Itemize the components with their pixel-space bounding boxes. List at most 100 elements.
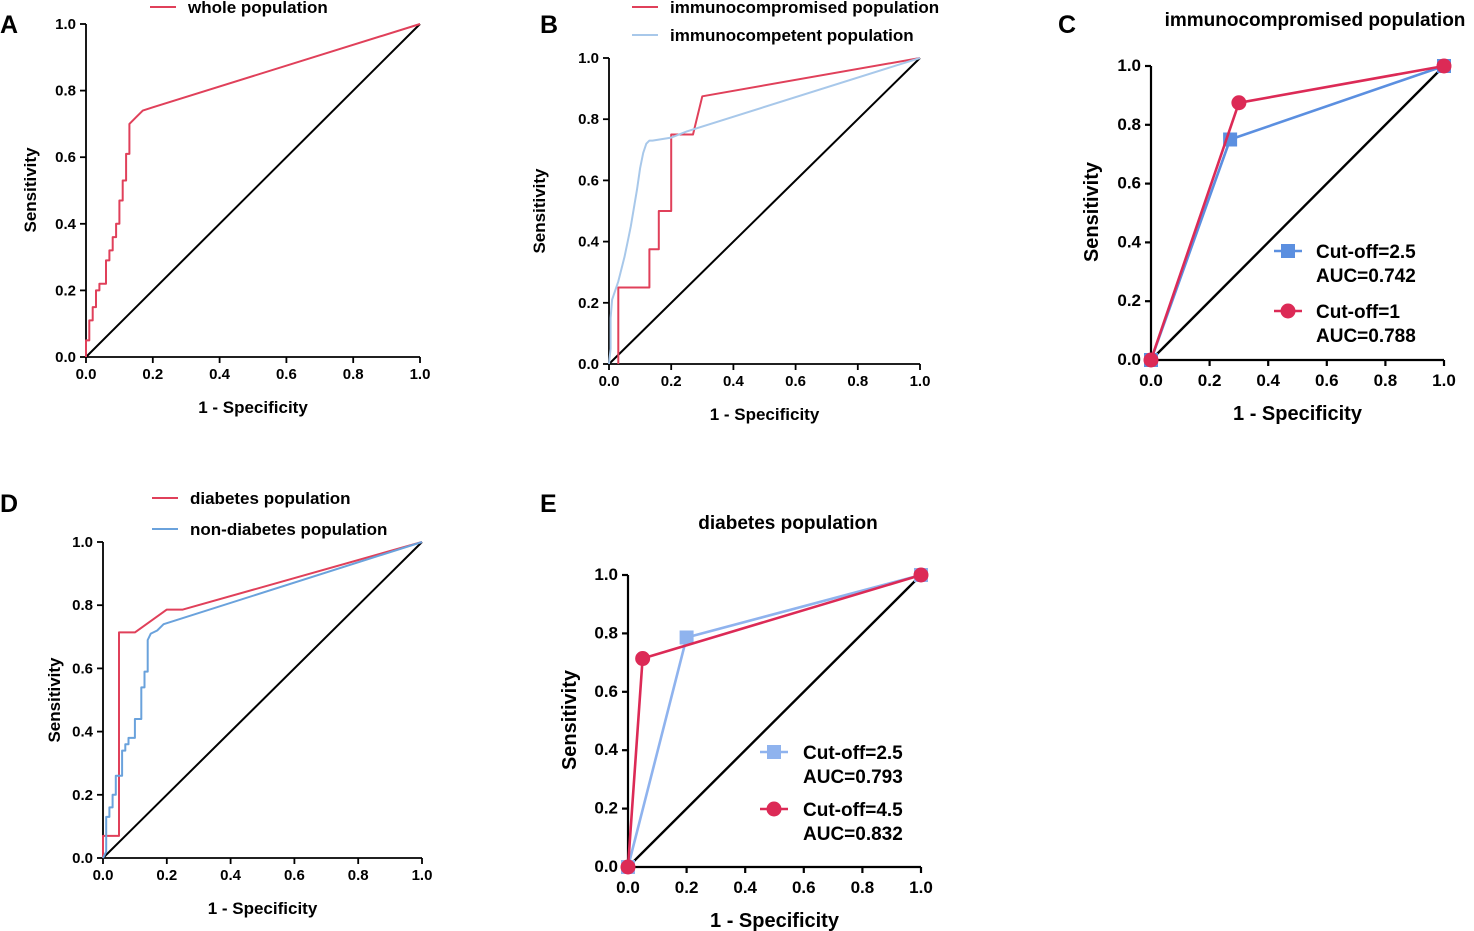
legend-label: immunocompetent population [670, 26, 914, 45]
y-tick-label: 0.4 [578, 234, 600, 251]
x-tick-label: 0.6 [284, 867, 305, 884]
data-point-marker [913, 567, 929, 583]
legend-label: Cut-off=2.5 [1316, 242, 1416, 263]
legend-swatch-marker [766, 801, 782, 817]
x-tick-label: 0.8 [343, 366, 364, 383]
legend-label: diabetes population [190, 489, 351, 508]
chart-panel-a: A 0.0 0.2 0.4 0.6 0.8 1.0 0.0 0.2 0.4 0.6 0.8 1.0 1 -… [0, 0, 430, 417]
data-point-marker [1143, 352, 1159, 368]
reference-diagonal-line [1150, 65, 1445, 361]
y-tick-label: 1.0 [578, 50, 599, 67]
y-tick-label: 0.0 [55, 349, 76, 366]
legend-auc-label: AUC=0.788 [1316, 326, 1416, 347]
x-tick-label: 0.8 [1374, 371, 1398, 390]
x-tick-label: 1.0 [410, 366, 431, 383]
y-tick-label: 1.0 [72, 534, 93, 551]
y-tick-label: 0.8 [594, 623, 618, 642]
y-tick-label: 0.6 [1117, 174, 1141, 193]
y-tick-label: 0.2 [72, 787, 93, 804]
roc-curve-2 [102, 541, 423, 859]
panel-label: A [0, 11, 18, 39]
panel-label: C [1058, 11, 1076, 39]
x-tick-label: 1.0 [412, 867, 433, 884]
roc-curve-1 [85, 23, 421, 357]
legend-label: non-diabetes population [190, 520, 387, 539]
data-point-marker [679, 630, 694, 645]
y-tick-label: 0.6 [578, 172, 599, 189]
legend-label: immunocompromised population [670, 0, 939, 17]
panel-label: B [540, 11, 558, 39]
y-tick-label: 0.2 [578, 295, 599, 312]
x-axis-title: 1 - Specificity [710, 910, 840, 931]
x-tick-label: 0.2 [675, 878, 699, 897]
panel-label: D [0, 490, 18, 518]
y-tick-label: 0.6 [72, 660, 93, 677]
chart-panel-d: D 0.0 0.2 0.4 0.6 0.8 1.0 0.0 0.2 0.4 0.6 0.8 1.0 1 -… [0, 489, 432, 918]
y-tick-label: 0.4 [55, 216, 77, 233]
x-tick-label: 0.6 [792, 878, 816, 897]
y-tick-label: 0.2 [1117, 291, 1141, 310]
data-point-marker [1231, 95, 1247, 111]
legend-auc-label: AUC=0.793 [803, 767, 903, 788]
reference-diagonal-line [608, 57, 921, 365]
x-tick-label: 0.4 [723, 373, 745, 390]
y-tick-label: 0.6 [594, 682, 618, 701]
x-tick-label: 1.0 [1432, 371, 1456, 390]
y-tick-label: 1.0 [594, 565, 618, 584]
legend-label: Cut-off=2.5 [803, 743, 903, 764]
y-tick-label: 0.4 [594, 740, 618, 759]
y-tick-label: 1.0 [55, 16, 76, 33]
legend-swatch-marker [1281, 244, 1295, 258]
y-axis-title: Sensitivity [1081, 161, 1103, 262]
y-tick-label: 0.4 [1117, 232, 1141, 251]
y-tick-label: 0.4 [72, 724, 94, 741]
data-point-marker [635, 651, 651, 667]
reference-diagonal-line [627, 574, 922, 868]
roc-curve-2 [608, 57, 921, 365]
x-axis-title: 1 - Specificity [198, 398, 308, 417]
chart-title: immunocompromised population [1165, 10, 1466, 31]
y-tick-label: 0.0 [1117, 350, 1141, 369]
x-tick-label: 0.8 [348, 867, 369, 884]
x-tick-label: 0.0 [93, 867, 114, 884]
x-tick-label: 0.0 [76, 366, 97, 383]
legend-label: whole population [187, 0, 328, 17]
x-tick-label: 0.0 [1139, 371, 1163, 390]
y-tick-label: 0.8 [1117, 115, 1141, 134]
legend-swatch-marker [1280, 303, 1296, 319]
y-tick-label: 0.6 [55, 149, 76, 166]
x-tick-label: 0.8 [847, 373, 868, 390]
y-axis-title: Sensitivity [559, 669, 581, 770]
x-tick-label: 0.0 [616, 878, 640, 897]
y-tick-label: 0.0 [72, 850, 93, 867]
x-axis-title: 1 - Specificity [208, 899, 318, 918]
x-tick-label: 0.4 [1256, 371, 1280, 390]
x-tick-label: 1.0 [910, 373, 931, 390]
data-point-marker [620, 859, 636, 875]
y-tick-label: 0.8 [55, 83, 76, 100]
y-tick-label: 0.0 [578, 356, 599, 373]
reference-diagonal-line [102, 541, 423, 859]
x-tick-label: 0.8 [851, 878, 875, 897]
x-tick-label: 0.4 [209, 366, 231, 383]
x-tick-label: 0.6 [1315, 371, 1339, 390]
roc-curve-1 [617, 57, 921, 364]
x-tick-label: 0.0 [599, 373, 620, 390]
reference-diagonal-line [85, 23, 421, 358]
x-tick-label: 0.2 [142, 366, 163, 383]
x-tick-label: 1.0 [909, 878, 933, 897]
x-tick-label: 0.4 [220, 867, 242, 884]
x-axis-title: 1 - Specificity [710, 405, 820, 424]
legend-swatch-marker [767, 745, 781, 759]
x-tick-label: 0.2 [1198, 371, 1222, 390]
y-tick-label: 0.2 [594, 799, 618, 818]
y-tick-label: 0.8 [578, 111, 599, 128]
x-axis-title: 1 - Specificity [1233, 403, 1363, 425]
x-tick-label: 0.6 [785, 373, 806, 390]
x-tick-label: 0.6 [276, 366, 297, 383]
y-tick-label: 0.2 [55, 282, 76, 299]
y-axis-title: Sensitivity [21, 147, 40, 233]
data-point-marker [1436, 58, 1452, 74]
